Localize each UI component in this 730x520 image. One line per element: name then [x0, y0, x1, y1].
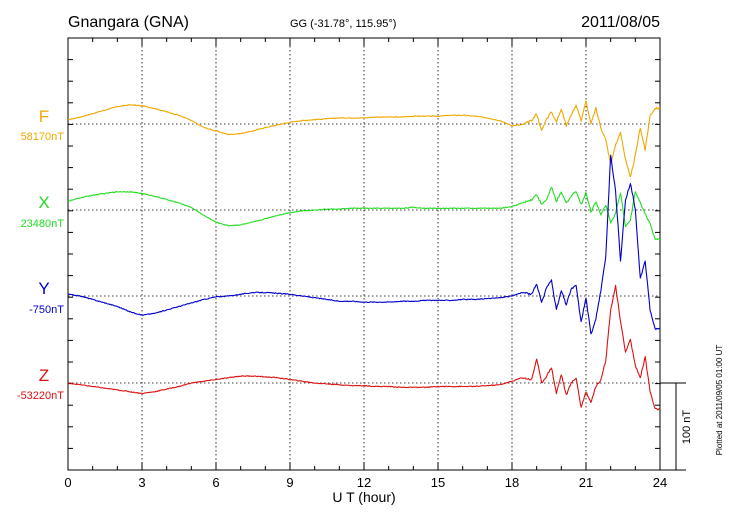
x-tick-label: 15: [431, 475, 445, 490]
x-tick-label: 9: [286, 475, 293, 490]
series-labels: F 58170nT X 23480nT Y -750nT Z -53220nT: [17, 107, 64, 402]
grid: [68, 38, 660, 470]
x-tick-labels: 0 3 6 9 12 15 18 21 24: [64, 475, 667, 490]
series-baseline-x: 23480nT: [21, 218, 65, 230]
chart-date: 2011/08/05: [581, 14, 660, 31]
series-line-z: [67, 284, 661, 411]
series-baseline-f: 58170nT: [21, 131, 65, 143]
series-name-x: X: [38, 193, 49, 212]
x-tick-label: 18: [505, 475, 519, 490]
series-baseline-z: -53220nT: [17, 390, 64, 402]
x-tick-label: 24: [653, 475, 667, 490]
axis-ticks: [67, 38, 661, 470]
x-tick-label: 0: [64, 475, 71, 490]
x-tick-label: 21: [579, 475, 593, 490]
plotted-timestamp: Plotted at 2011/09/05 01:00 UT: [715, 345, 724, 456]
station-coordinates: GG (-31.78°, 115.95°): [290, 18, 396, 30]
scale-bar: 100 nT: [660, 382, 693, 471]
series-name-y: Y: [38, 279, 49, 298]
x-tick-label: 6: [212, 475, 219, 490]
series-line-y: [67, 154, 661, 335]
station-title: Gnangara (GNA): [68, 14, 189, 31]
series-baseline-y: -750nT: [29, 304, 64, 316]
series-name-z: Z: [39, 366, 49, 385]
series-line-f: [67, 100, 661, 178]
series-line-x: [67, 186, 661, 241]
series-lines: [67, 100, 661, 411]
x-tick-label: 3: [138, 475, 145, 490]
scale-bar-label: 100 nT: [681, 410, 693, 445]
x-tick-label: 12: [357, 475, 371, 490]
x-axis-label: U T (hour): [332, 489, 395, 505]
series-name-f: F: [39, 107, 49, 126]
